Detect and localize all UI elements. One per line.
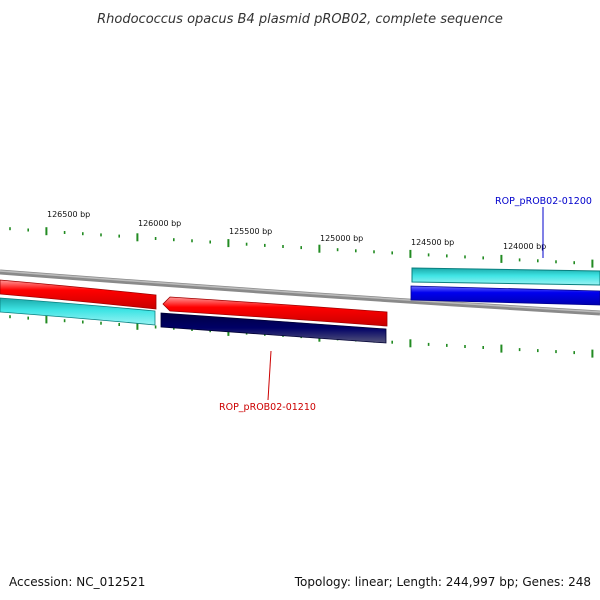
backbone-highlight: [0, 270, 600, 313]
scale-label: 126000 bp: [138, 219, 181, 228]
gene-feature-cds-rop-prob02-01200[interactable]: [410, 285, 600, 306]
gene-feature-frame[interactable]: [0, 297, 156, 326]
gene-feature-cds-rop-prob02-01210[interactable]: [162, 296, 388, 327]
gene-feature-frame-dark[interactable]: [160, 312, 387, 344]
accession-text: Accession: NC_012521: [9, 575, 145, 589]
topology-summary: Topology: linear; Length: 244,997 bp; Ge…: [294, 575, 591, 589]
gene-label-rop-prob02-01210[interactable]: ROP_pROB02-01210: [219, 402, 316, 413]
scale-label: 124000 bp: [503, 242, 546, 251]
scale-label: 125500 bp: [229, 227, 272, 236]
gene-feature-cds[interactable]: [0, 279, 157, 310]
scale-label: 125000 bp: [320, 234, 363, 243]
sequence-backbone: [0, 269, 600, 316]
gene-feature-forward-frame[interactable]: [411, 267, 600, 286]
scale-ticks: [9, 227, 594, 268]
gene-label-rop-prob02-01200[interactable]: ROP_pROB02-01200: [495, 196, 592, 207]
scale-label: 126500 bp: [47, 210, 90, 219]
scale-label: 124500 bp: [411, 238, 454, 247]
map-title: Rhodococcus opacus B4 plasmid pROB02, co…: [97, 12, 503, 27]
callout-line: [267, 350, 272, 401]
